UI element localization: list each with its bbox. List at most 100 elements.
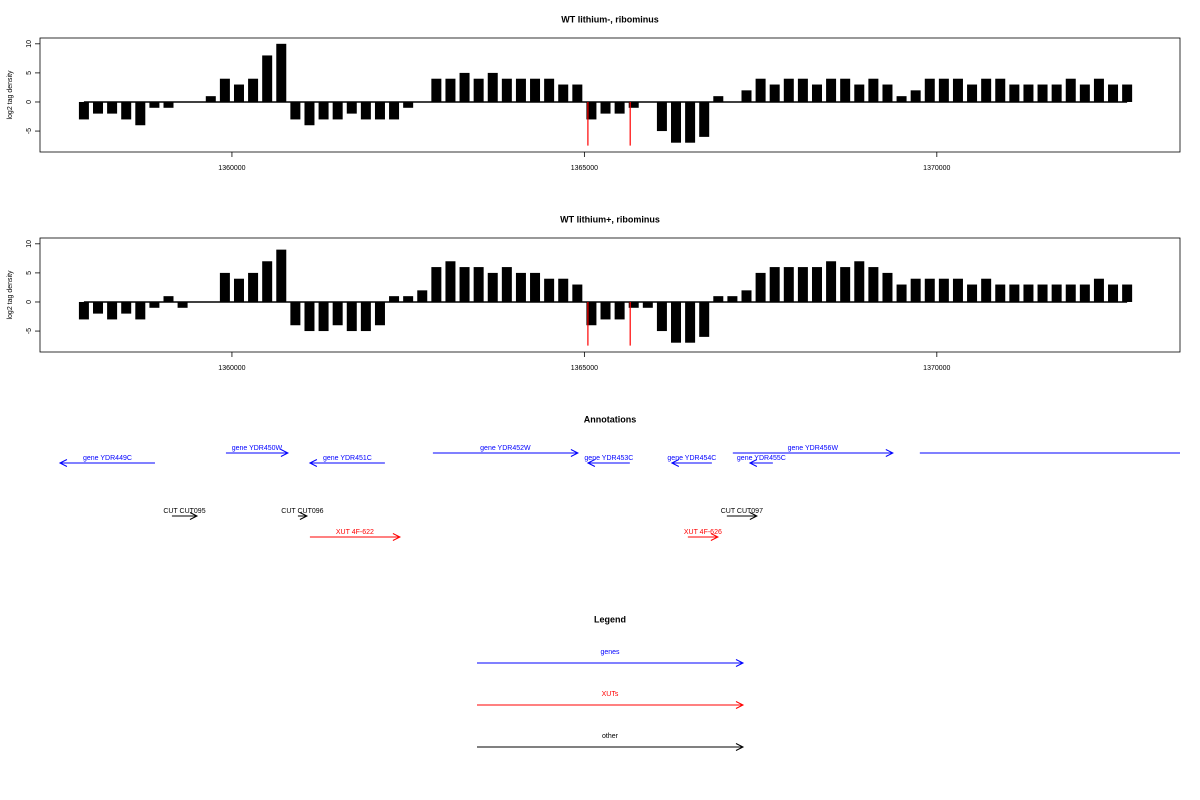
density-bar [600, 301, 611, 320]
density-bar [107, 101, 118, 114]
density-bar [1037, 84, 1048, 102]
density-bar [924, 78, 935, 102]
density-bar [318, 101, 329, 120]
density-bar [826, 261, 837, 302]
density-bar [783, 267, 794, 302]
density-bar [614, 301, 625, 320]
density-bar [248, 272, 259, 302]
density-bar [304, 101, 315, 126]
feature-label: XUT 4F-626 [684, 529, 722, 536]
legend-arrow-part [735, 701, 745, 709]
density-bar [149, 101, 160, 108]
plot-frame [39, 237, 1181, 353]
density-bar [896, 284, 907, 302]
density-bar [713, 96, 724, 102]
density-bar [332, 301, 343, 326]
density-bar [769, 267, 780, 302]
density-bar [797, 78, 808, 102]
density-bar [135, 101, 146, 126]
density-bar [910, 90, 921, 102]
density-bar [558, 278, 569, 302]
density-bar [1009, 284, 1020, 302]
density-bar [642, 301, 653, 308]
density-bar [854, 84, 865, 102]
x-tick-label: 1370000 [923, 165, 950, 172]
density-bar [572, 284, 583, 302]
density-bar [459, 267, 470, 302]
density-bar [248, 78, 259, 102]
feature-arrow [732, 449, 894, 457]
density-bar [403, 101, 414, 108]
feature-arrow [726, 512, 758, 520]
feature-arrow-part [308, 459, 318, 467]
density-bar [882, 84, 893, 102]
density-bar [967, 284, 978, 302]
density-bar [1079, 84, 1090, 102]
feature-label: CUT CUT095 [163, 508, 205, 515]
density-bar [530, 78, 541, 102]
feature-label: XUT 4F-622 [336, 529, 374, 536]
density-bar [163, 101, 174, 108]
density-bar [515, 272, 526, 302]
density-bar [952, 78, 963, 102]
density-bar [1037, 284, 1048, 302]
density-bar [882, 272, 893, 302]
density-bar [981, 278, 992, 302]
density-bar [685, 101, 696, 143]
y-tick-label: 0 [26, 300, 33, 304]
feature-arrow-part [299, 512, 309, 520]
feature-label: gene YDR452W [480, 445, 531, 452]
density-bar [262, 261, 273, 302]
feature-label: gene YDR455C [737, 455, 786, 462]
density-bar [1023, 284, 1034, 302]
density-bar [445, 261, 456, 302]
density-bar [896, 96, 907, 102]
density-bar [121, 101, 132, 120]
density-bar [741, 290, 752, 302]
density-bar [1023, 84, 1034, 102]
density-bar [544, 78, 555, 102]
density-bar [1122, 84, 1133, 102]
density-bar [78, 101, 89, 120]
density-bar [473, 78, 484, 102]
density-bar [671, 101, 682, 143]
y-tick-label: 0 [26, 100, 33, 104]
feature-arrow [748, 459, 773, 467]
legend-arrow [477, 743, 745, 751]
x-tick-label: 1365000 [571, 365, 598, 372]
density-bar [276, 249, 287, 302]
density-bar [431, 78, 442, 102]
density-bar [924, 278, 935, 302]
density-bar [177, 301, 188, 308]
density-bar [459, 72, 470, 102]
density-bar [417, 290, 428, 302]
feature-arrow-part [392, 533, 402, 541]
density-bar [346, 101, 357, 114]
density-bar [981, 78, 992, 102]
y-axis-label: log2 tag density [7, 270, 14, 320]
density-bar [1108, 84, 1119, 102]
x-tick-label: 1370000 [923, 365, 950, 372]
density-bar [1065, 78, 1076, 102]
density-bar [586, 301, 597, 326]
feature-arrow-part [748, 459, 758, 467]
density-bar [445, 78, 456, 102]
density-bar [163, 296, 174, 302]
density-bar [1093, 78, 1104, 102]
density-bar [389, 101, 400, 120]
density-bar [628, 101, 639, 108]
feature-arrow-part [586, 459, 596, 467]
density-bar [769, 84, 780, 102]
density-bar [671, 301, 682, 343]
density-bar [219, 78, 230, 102]
feature-label: CUT CUT097 [721, 508, 763, 515]
y-tick-label: 10 [26, 240, 33, 248]
density-bar [1079, 284, 1090, 302]
density-bar [487, 72, 498, 102]
density-bar [868, 78, 879, 102]
feature-arrow-part [189, 512, 199, 520]
density-bar [389, 296, 400, 302]
density-bar [854, 261, 865, 302]
density-bar [1093, 278, 1104, 302]
density-bar [473, 267, 484, 302]
